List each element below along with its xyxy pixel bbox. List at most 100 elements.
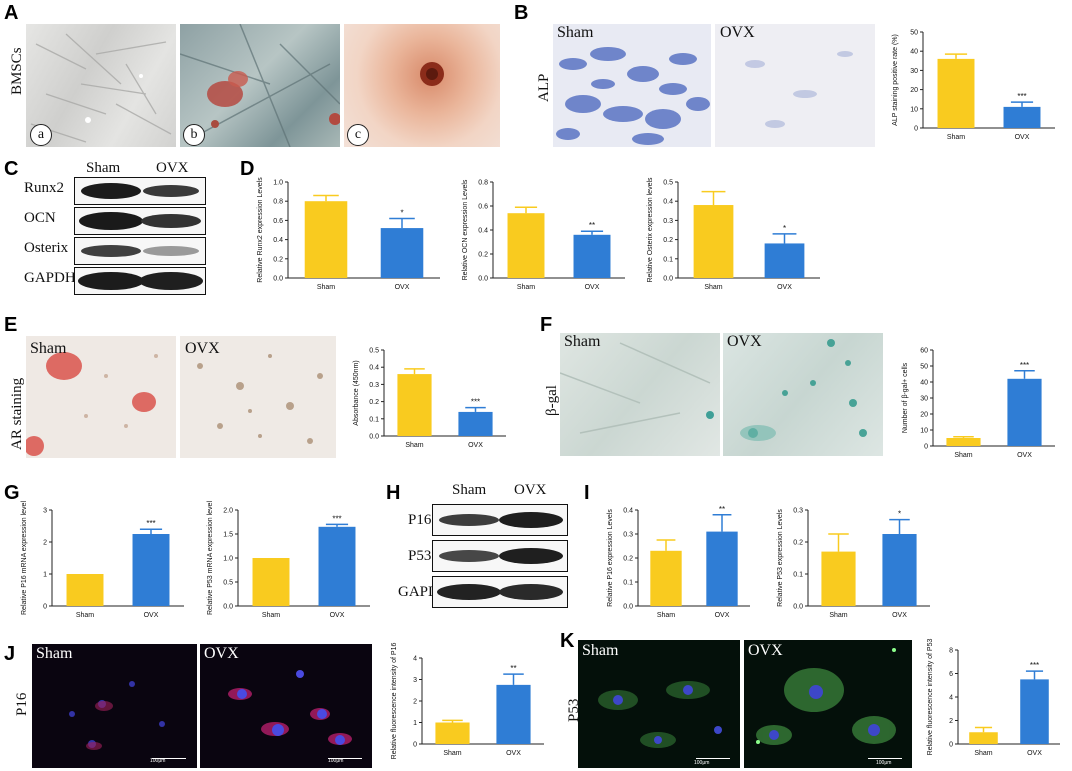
x-tick-label: Sham (405, 442, 423, 449)
bar (507, 213, 545, 278)
y-tick-label: 1 (413, 720, 417, 727)
y-axis-label: Relative P53 mRNA expression level (207, 501, 214, 615)
x-tick-label: OVX (715, 612, 730, 619)
y-axis-label: Relative P16 mRNA expression level (21, 501, 28, 615)
scale-bar (696, 758, 730, 759)
significance-label: ** (510, 664, 516, 673)
y-tick-label: 30 (920, 396, 928, 403)
y-tick-label: 0.0 (273, 276, 283, 283)
y-tick-label: 2.0 (223, 508, 233, 515)
ar-staining-side-label: AR staining (9, 377, 25, 450)
panel-label-e: E (4, 314, 18, 336)
y-tick-label: 0.3 (369, 382, 379, 389)
subpanel-c-marker: c (347, 124, 369, 146)
micrograph-b (180, 24, 340, 147)
y-tick-label: 60 (920, 348, 928, 355)
x-tick-label: OVX (330, 612, 345, 619)
micrograph-p16-ovx (200, 644, 372, 768)
x-tick-label: Sham (262, 612, 280, 619)
ar-sham-label: Sham (30, 340, 67, 357)
chart-absorbance: 0.0 0.1 0.2 0.3 0.4 0.5 Absorbance (450nm) Sham… (353, 348, 506, 449)
x-tick-label: Sham (954, 452, 972, 459)
x-tick-label: OVX (395, 284, 410, 291)
panel-label-f: F (540, 314, 553, 336)
panel-label-a: A (4, 2, 19, 24)
y-tick-label: 4 (949, 695, 953, 702)
x-tick-label: OVX (506, 750, 521, 757)
scale-bar (328, 758, 362, 759)
micrograph-a (26, 24, 176, 147)
panel-label-j: J (4, 643, 16, 665)
subpanel-b-marker: b (183, 124, 205, 146)
panel-label-g: G (4, 482, 20, 504)
y-tick-label: 2 (949, 718, 953, 725)
y-tick-label: 2 (43, 540, 47, 547)
alp-ovx-label: OVX (720, 24, 755, 41)
y-tick-label: 0.4 (663, 199, 673, 206)
bar (969, 732, 998, 744)
y-tick-label: 0.1 (623, 580, 633, 587)
blot-c-row-label: OCN (24, 210, 56, 226)
bar (496, 684, 531, 744)
x-tick-label: OVX (1015, 134, 1030, 141)
y-tick-label: 1.0 (223, 556, 233, 563)
y-tick-label: 1.0 (273, 180, 283, 187)
y-tick-label: 0.3 (623, 532, 633, 539)
y-tick-label: 3 (413, 677, 417, 684)
significance-label: *** (332, 514, 341, 523)
significance-label: * (783, 224, 786, 233)
x-tick-label: OVX (777, 284, 792, 291)
bar (693, 205, 734, 278)
significance-label: *** (1017, 92, 1026, 101)
y-tick-label: 0.2 (793, 540, 803, 547)
bmscs-side-label: BMSCs (9, 47, 25, 95)
bar (397, 374, 432, 436)
scale-bar (868, 758, 902, 759)
x-tick-label: Sham (829, 612, 847, 619)
significance-label: ** (719, 505, 725, 514)
y-tick-label: 0.2 (273, 256, 283, 263)
bar (66, 574, 104, 606)
y-tick-label: 10 (910, 106, 918, 113)
y-tick-label: 0.0 (623, 604, 633, 611)
bar (706, 531, 738, 606)
y-tick-label: 0.0 (223, 604, 233, 611)
chart-runx2-levels: 0.0 0.2 0.4 0.6 0.8 1.0 Relative Runx2 express… (257, 177, 440, 291)
y-tick-label: 50 (910, 30, 918, 37)
x-tick-label: Sham (443, 750, 461, 757)
significance-label: * (898, 510, 901, 519)
y-tick-label: 0.1 (663, 256, 673, 263)
y-tick-label: 0.3 (793, 508, 803, 515)
significance-label: *** (471, 398, 480, 407)
blot-c-row-label: GAPDH (24, 270, 76, 286)
y-tick-label: 0.6 (478, 204, 488, 211)
x-tick-label: OVX (892, 612, 907, 619)
micrograph-p53-ovx (744, 640, 912, 768)
y-tick-label: 3 (43, 508, 47, 515)
y-tick-label: 0.8 (273, 199, 283, 206)
alp-sham-label: Sham (557, 24, 594, 41)
alp-side-label: ALP (536, 73, 552, 102)
blot-c-row-label: Runx2 (24, 180, 65, 196)
y-axis-label: Relative OCN expression Levels (462, 179, 469, 280)
y-tick-label: 0.4 (478, 228, 488, 235)
p53-ovx-label: OVX (748, 642, 783, 659)
chart-alp-positive-rate: 0 10 20 30 40 50 ALP staining positive rate (%… (892, 30, 1055, 141)
y-tick-label: 0.2 (663, 237, 673, 244)
y-tick-label: 2 (413, 699, 417, 706)
bar (650, 550, 682, 606)
chart-p53-levels: 0.0 0.1 0.2 0.3 Relative P53 expression Leve… (777, 508, 930, 619)
micrograph-alp-sham (553, 24, 711, 147)
y-axis-label: Relative P16 expression Levels (607, 509, 614, 607)
bar (1020, 679, 1049, 744)
significance-label: ** (589, 221, 595, 230)
chart-ocn-levels: 0.0 0.2 0.4 0.6 0.8 Relative OCN expression L… (462, 179, 625, 291)
y-tick-label: 0 (413, 742, 417, 749)
y-tick-label: 0.5 (223, 580, 233, 587)
ar-ovx-label: OVX (185, 340, 220, 357)
y-tick-label: 0.1 (369, 416, 379, 423)
y-tick-label: 40 (910, 49, 918, 56)
y-axis-label: Absorbance (450nm) (353, 360, 360, 425)
y-axis-label: Relative P53 expression Levels (777, 509, 784, 607)
y-tick-label: 0.2 (478, 252, 488, 259)
